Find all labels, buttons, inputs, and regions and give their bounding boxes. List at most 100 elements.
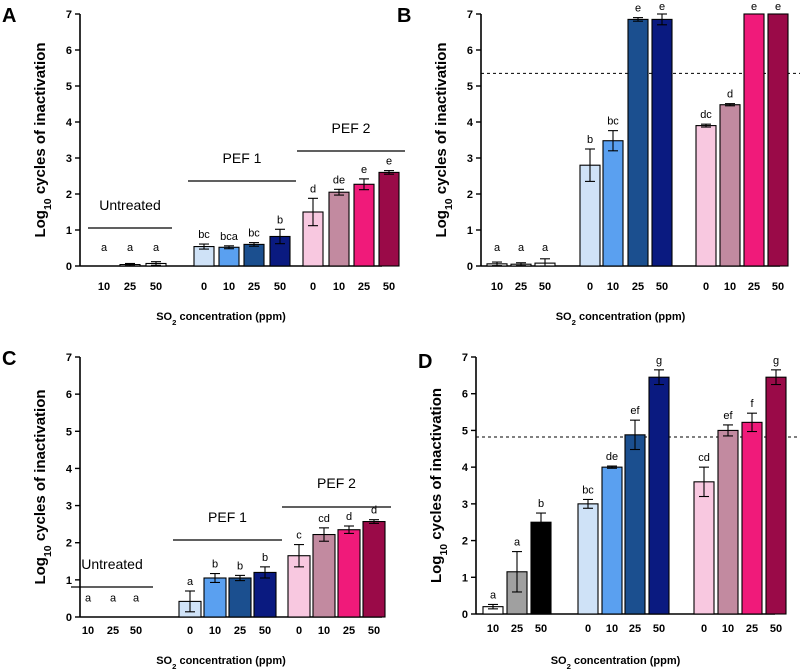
x-tick-label: 0 <box>296 625 302 637</box>
panel-label: A <box>2 5 16 27</box>
x-tick-label: 25 <box>107 625 119 637</box>
y-tick-label: 2 <box>66 189 72 201</box>
x-tick-label: 10 <box>487 623 499 635</box>
significance-letter: b <box>587 134 593 146</box>
x-tick-label: 0 <box>585 623 591 635</box>
y-tick-label: 5 <box>66 81 72 93</box>
significance-letter: bc <box>198 229 210 241</box>
significance-letter: g <box>773 355 779 367</box>
y-tick-label: 6 <box>462 389 468 401</box>
panel-label: B <box>397 5 411 27</box>
significance-letter: d <box>346 511 352 523</box>
x-tick-label: 25 <box>629 623 641 635</box>
bar <box>765 376 787 615</box>
significance-letter: b <box>212 559 218 571</box>
panel-a: A 0 1 2 3 4 5 6 7 Log10 cycles of inactivation SO2… <box>2 5 405 327</box>
y-tick-label: 2 <box>66 538 72 550</box>
x-tick-label: 0 <box>187 625 193 637</box>
y-tick-label: 5 <box>462 425 468 437</box>
significance-letter: g <box>656 355 662 367</box>
y-axis-title: Log10 cycles of inactivation <box>428 388 450 583</box>
y-tick-label: 0 <box>66 612 72 624</box>
x-tick-label: 0 <box>310 281 316 293</box>
bar <box>243 243 265 267</box>
bar <box>328 191 350 267</box>
bar <box>253 571 277 618</box>
bar <box>203 577 227 618</box>
x-tick-label: 10 <box>724 281 736 293</box>
x-tick-label: 50 <box>539 281 551 293</box>
bar <box>337 529 361 618</box>
x-tick-label: 50 <box>150 281 162 293</box>
significance-letter: cd <box>318 513 330 525</box>
significance-letter: a <box>127 242 134 254</box>
significance-letter: e <box>386 156 392 168</box>
y-tick-label: 6 <box>467 45 473 57</box>
bar <box>695 125 717 267</box>
bar <box>717 429 739 615</box>
bar <box>648 376 670 615</box>
y-tick-label: 7 <box>467 9 473 21</box>
significance-letter: a <box>153 242 160 254</box>
y-tick-label: 1 <box>462 572 468 584</box>
bar <box>530 521 552 615</box>
significance-letter: a <box>490 589 497 601</box>
y-tick-label: 4 <box>462 462 469 474</box>
x-tick-label: 50 <box>130 625 142 637</box>
group-title: PEF 1 <box>208 509 247 525</box>
panel-c: C 0 1 2 3 4 5 6 7 Log10 cycles of inactivation SO2… <box>2 348 391 671</box>
significance-letter: b <box>538 498 544 510</box>
x-axis-title: SO2 concentration (ppm) <box>556 311 686 327</box>
x-tick-label: 10 <box>491 281 503 293</box>
x-tick-label: 10 <box>333 281 345 293</box>
significance-letter: dc <box>700 109 712 121</box>
x-tick-label: 0 <box>701 623 707 635</box>
bar <box>312 533 336 618</box>
bar <box>228 577 252 618</box>
y-tick-label: 4 <box>66 117 73 129</box>
significance-letter: bc <box>582 484 594 496</box>
x-tick-label: 10 <box>98 281 110 293</box>
significance-letter: d <box>371 505 377 517</box>
y-tick-label: 1 <box>467 225 473 237</box>
bar <box>767 13 789 267</box>
significance-letter: b <box>277 214 283 226</box>
significance-letter: bc <box>248 228 260 240</box>
x-tick-label: 10 <box>318 625 330 637</box>
significance-letter: a <box>514 537 521 549</box>
significance-letter: ef <box>630 405 640 417</box>
y-tick-label: 7 <box>66 352 72 364</box>
bar <box>624 434 646 615</box>
bar <box>602 140 624 267</box>
x-tick-label: 25 <box>343 625 355 637</box>
y-tick-label: 4 <box>66 463 73 475</box>
significance-letter: ef <box>723 410 733 422</box>
x-tick-label: 25 <box>511 623 523 635</box>
y-tick-label: 5 <box>66 426 72 438</box>
y-tick-label: 7 <box>462 352 468 364</box>
significance-letter: cd <box>698 452 710 464</box>
x-tick-label: 10 <box>223 281 235 293</box>
panel-label: D <box>418 351 432 373</box>
bar <box>601 466 623 615</box>
x-tick-label: 25 <box>234 625 246 637</box>
significance-letter: b <box>237 560 243 572</box>
y-axis-title: Log10 cycles of inactivation <box>32 42 54 237</box>
y-tick-label: 2 <box>462 536 468 548</box>
x-tick-label: 50 <box>656 281 668 293</box>
bar <box>719 104 741 267</box>
bar <box>362 520 386 618</box>
x-tick-label: 50 <box>772 281 784 293</box>
significance-letter: e <box>361 164 367 176</box>
bar <box>353 183 375 267</box>
x-tick-label: 50 <box>368 625 380 637</box>
bar <box>743 13 765 267</box>
significance-letter: e <box>635 3 641 15</box>
group-title: PEF 1 <box>223 150 262 166</box>
y-tick-label: 5 <box>467 81 473 93</box>
y-tick-label: 6 <box>66 45 72 57</box>
x-tick-label: 50 <box>770 623 782 635</box>
x-tick-label: 50 <box>653 623 665 635</box>
x-tick-label: 10 <box>82 625 94 637</box>
